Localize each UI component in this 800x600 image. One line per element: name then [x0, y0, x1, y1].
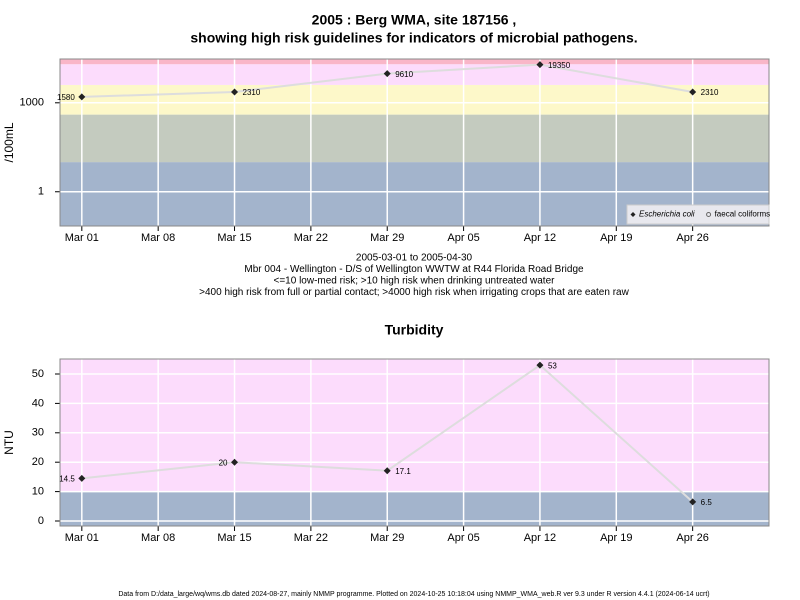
- marker: [383, 70, 391, 78]
- chart-title: showing high risk guidelines for indicat…: [190, 30, 637, 46]
- value-label: 2310: [243, 88, 261, 97]
- legend-box: [626, 204, 770, 225]
- plot-frame: [59, 58, 770, 227]
- legend-marker: [630, 212, 636, 217]
- value-label: 1580: [57, 93, 75, 102]
- x-tick-label: Mar 29: [370, 232, 404, 244]
- value-label: 6.5: [701, 498, 713, 507]
- x-tick-label: Apr 05: [447, 532, 479, 544]
- chart-title: 2005 : Berg WMA, site 187156 ,: [312, 12, 517, 28]
- x-tick-label: Apr 26: [676, 232, 708, 244]
- marker: [383, 467, 391, 475]
- risk-band: [60, 59, 769, 65]
- value-label: 53: [548, 361, 557, 370]
- annotation: 2005-03-01 to 2005-04-30: [356, 253, 473, 264]
- risk-band: [60, 359, 769, 492]
- value-label: 17.1: [395, 467, 411, 476]
- marker: [78, 474, 86, 482]
- value-label: 2310: [701, 88, 719, 97]
- y-tick-label: 1: [38, 186, 44, 198]
- value-label: 19350: [548, 61, 571, 70]
- y-tick-label: 30: [32, 427, 44, 439]
- x-tick-label: Mar 15: [217, 532, 251, 544]
- plot-frame: [59, 358, 770, 527]
- annotation: <=10 low-med risk; >10 high risk when dr…: [274, 276, 556, 287]
- y-tick-label: 10: [32, 486, 44, 498]
- marker: [536, 61, 544, 69]
- y-axis-label: /100mL: [2, 122, 16, 162]
- x-tick-label: Apr 05: [447, 232, 479, 244]
- x-tick-label: Apr 12: [524, 232, 556, 244]
- annotation: >400 high risk from full or partial cont…: [199, 287, 629, 298]
- marker: [689, 88, 697, 96]
- x-tick-label: Apr 19: [600, 232, 632, 244]
- value-label: 14.5: [59, 474, 75, 483]
- x-tick-label: Mar 01: [65, 532, 99, 544]
- y-axis-label: NTU: [2, 430, 16, 455]
- marker: [231, 88, 239, 96]
- legend-label: faecal coliforms: [715, 210, 771, 219]
- x-tick-label: Apr 19: [600, 532, 632, 544]
- marker: [536, 361, 544, 369]
- value-label: 9610: [395, 70, 413, 79]
- x-tick-label: Mar 22: [294, 232, 328, 244]
- y-tick-label: 0: [38, 515, 44, 527]
- x-tick-label: Mar 08: [141, 532, 175, 544]
- marker: [78, 93, 86, 101]
- y-tick-label: 1000: [20, 97, 44, 109]
- chart-title: Turbidity: [385, 322, 444, 338]
- legend-label: Escherichia coli: [639, 210, 695, 219]
- x-tick-label: Mar 22: [294, 532, 328, 544]
- x-tick-label: Mar 01: [65, 232, 99, 244]
- risk-band: [60, 64, 769, 85]
- x-tick-label: Apr 12: [524, 532, 556, 544]
- risk-band: [60, 84, 769, 115]
- x-tick-label: Apr 26: [676, 532, 708, 544]
- marker: [231, 458, 239, 466]
- value-label: 20: [219, 458, 228, 467]
- x-tick-label: Mar 29: [370, 532, 404, 544]
- annotation: Mbr 004 - Wellington - D/S of Wellington…: [244, 264, 584, 275]
- x-tick-label: Mar 15: [217, 232, 251, 244]
- x-tick-label: Mar 08: [141, 232, 175, 244]
- risk-band: [60, 114, 769, 163]
- y-tick-label: 40: [32, 397, 44, 409]
- marker: [689, 498, 697, 506]
- y-tick-label: 50: [32, 368, 44, 380]
- footer: Data from D:/data_large/wq/wms.db dated …: [118, 591, 709, 598]
- legend-marker: [706, 212, 712, 217]
- y-tick-label: 20: [32, 456, 44, 468]
